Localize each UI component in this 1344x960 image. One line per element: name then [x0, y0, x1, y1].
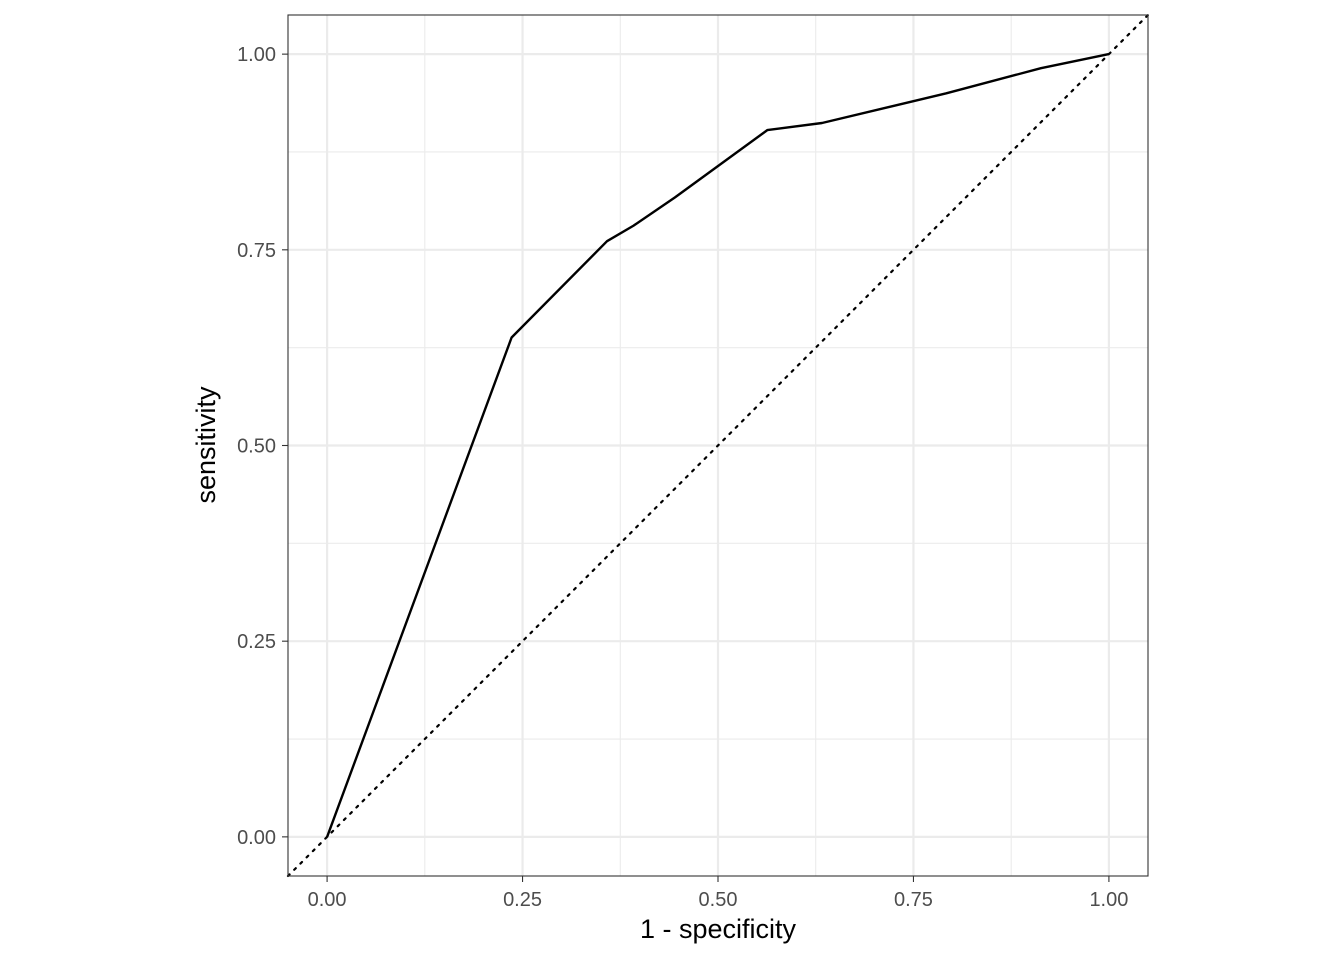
- y-tick-label: 0.00: [237, 827, 276, 849]
- y-tick-labels: 0.00 0.25 0.50 0.75 1.00: [237, 44, 276, 849]
- reference-diagonal-line: [286, 13, 1150, 878]
- y-tick-label: 0.75: [237, 240, 276, 262]
- x-tick-labels: 0.00 0.25 0.50 0.75 1.00: [308, 889, 1129, 911]
- y-axis-title: sensitivity: [191, 386, 221, 504]
- y-tick-label: 1.00: [237, 44, 276, 66]
- x-tick-label: 0.00: [308, 889, 347, 911]
- y-tick-label: 0.25: [237, 631, 276, 653]
- x-tick-label: 0.75: [894, 889, 933, 911]
- roc-curve-line: [325, 52, 1110, 838]
- y-tick-label: 0.50: [237, 436, 276, 458]
- x-tick-label: 0.50: [699, 889, 738, 911]
- x-tick-label: 0.25: [503, 889, 542, 911]
- x-axis-title: 1 - specificity: [640, 914, 797, 944]
- series-layer: [286, 13, 1150, 878]
- axis-ticks: [282, 53, 1110, 882]
- x-tick-label: 1.00: [1089, 889, 1128, 911]
